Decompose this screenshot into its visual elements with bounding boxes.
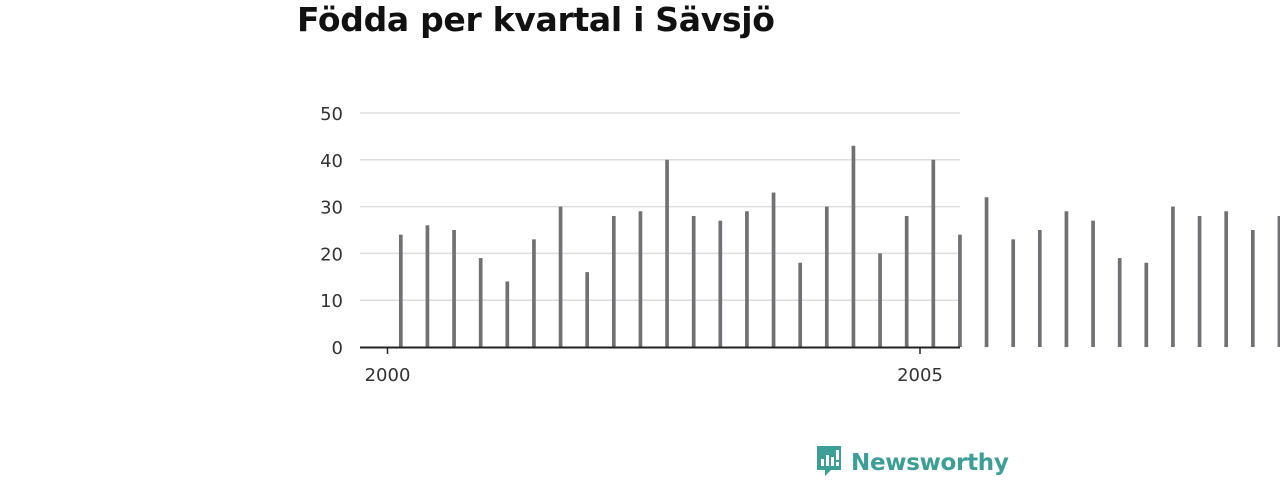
- bar: [1037, 230, 1042, 347]
- x-tick-label: 2000: [365, 365, 411, 386]
- bar: [878, 253, 882, 347]
- bar: [1197, 215, 1202, 347]
- bar: [505, 281, 510, 347]
- x-axis: 200020052010201520202025: [360, 346, 960, 386]
- x-tick-label: 2005: [897, 365, 943, 386]
- newsworthy-logo[interactable]: Newsworthy: [815, 446, 1009, 480]
- bar: [745, 211, 749, 347]
- bar: [638, 211, 643, 347]
- bar: [478, 258, 483, 347]
- bar: [398, 234, 403, 347]
- y-tick-label: 0: [332, 338, 343, 359]
- bar: [532, 239, 536, 347]
- bar: [558, 206, 563, 347]
- bar: [665, 159, 669, 347]
- bars: [398, 145, 1280, 347]
- bar: [1144, 262, 1149, 347]
- bar: [611, 215, 616, 347]
- bar: [691, 215, 696, 347]
- bar: [718, 220, 723, 347]
- bar: [824, 206, 829, 347]
- chart-title: Födda per kvartal i Sävsjö: [297, 0, 775, 39]
- bar: [1091, 220, 1095, 347]
- gridlines: [360, 112, 960, 301]
- bar: [851, 145, 856, 347]
- bar: [452, 230, 456, 347]
- y-tick-label: 40: [320, 151, 343, 172]
- bar: [1011, 239, 1016, 347]
- bar: [1117, 258, 1122, 347]
- bar: [798, 262, 803, 347]
- bar: [931, 159, 936, 347]
- bar: [771, 192, 776, 347]
- bar: [904, 215, 909, 347]
- bar: [1224, 211, 1229, 347]
- brand-name: Newsworthy: [851, 450, 1009, 476]
- bar: [585, 272, 590, 347]
- bar: [1250, 230, 1255, 347]
- bar: [984, 197, 989, 347]
- y-tick-label: 20: [320, 244, 343, 265]
- y-axis-ticks: 0 10 20 30 40 50: [320, 104, 343, 359]
- bar: [958, 234, 962, 347]
- y-tick-label: 10: [320, 291, 343, 312]
- bar: [1064, 211, 1069, 347]
- newsworthy-chart-icon: [815, 444, 843, 482]
- bar: [1171, 206, 1175, 347]
- y-tick-label: 50: [320, 104, 343, 125]
- bar: [425, 225, 430, 347]
- y-tick-label: 30: [320, 198, 343, 219]
- bar: [1277, 215, 1280, 347]
